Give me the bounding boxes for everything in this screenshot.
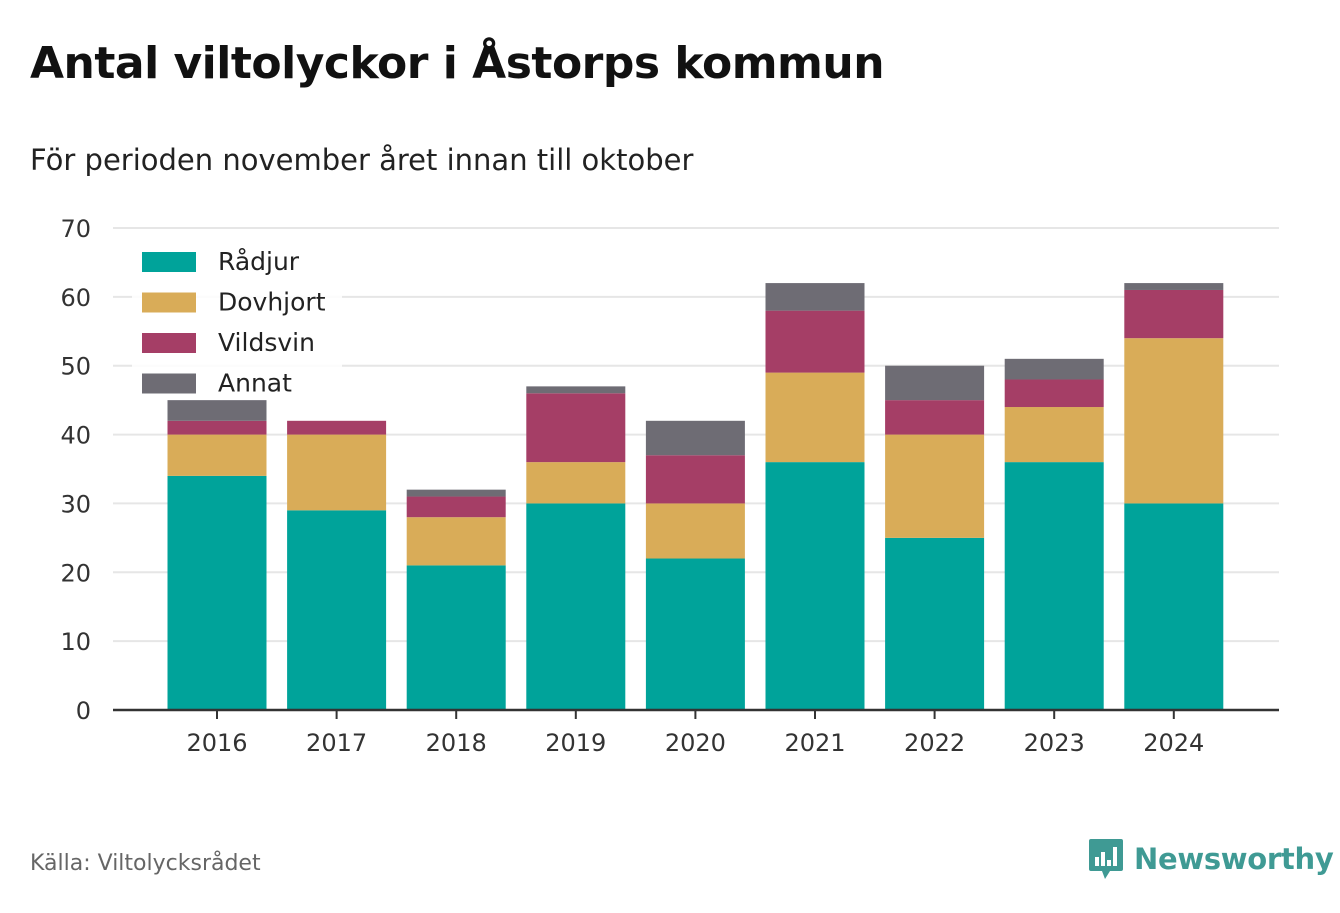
- bar-segment-dovhjort-2018: [406, 517, 506, 566]
- bar-segment-annat-2016: [167, 400, 267, 421]
- x-tick-label: 2016: [186, 729, 247, 757]
- y-tick-label: 20: [60, 559, 91, 587]
- bar-stack-2018: [406, 489, 506, 710]
- bar-stack-2016: [167, 400, 267, 710]
- legend-swatch-vildsvin: [142, 333, 196, 353]
- bar-segment-dovhjort-2019: [526, 462, 626, 504]
- bar-segment-dovhjort-2021: [765, 372, 865, 463]
- bar-segment-rådjur-2017: [287, 510, 387, 710]
- bar-segment-annat-2023: [1004, 358, 1104, 380]
- legend-swatch-annat: [142, 373, 196, 394]
- bar-segment-vildsvin-2016: [167, 420, 267, 435]
- bar-segment-dovhjort-2020: [645, 503, 745, 559]
- bar-segment-vildsvin-2022: [885, 400, 985, 435]
- bar-segment-rådjur-2024: [1124, 503, 1224, 710]
- bar-segment-vildsvin-2019: [526, 393, 626, 463]
- bar-segment-vildsvin-2021: [765, 310, 865, 373]
- x-tick-label: 2018: [426, 729, 487, 757]
- bar-segment-vildsvin-2018: [406, 496, 506, 518]
- bar-segment-annat-2019: [526, 386, 626, 394]
- bar-segment-vildsvin-2020: [645, 455, 745, 504]
- legend-label-vildsvin: Vildsvin: [218, 328, 315, 357]
- x-tick-label: 2023: [1024, 729, 1085, 757]
- legend-label-annat: Annat: [218, 369, 292, 398]
- x-tick-label: 2017: [306, 729, 367, 757]
- y-tick-label: 70: [60, 215, 91, 243]
- x-axis-ticks: 2016 2017 2018 2019 2020 2021 2022 2023 2024: [186, 710, 1204, 757]
- x-tick-label: 2022: [904, 729, 965, 757]
- y-tick-label: 50: [60, 353, 91, 381]
- bar-segment-annat-2020: [645, 420, 745, 456]
- bar-segment-rådjur-2020: [645, 558, 745, 710]
- bar-stack-2019: [526, 386, 626, 710]
- legend-swatch-dovhjort: [142, 292, 196, 313]
- legend-label-dovhjort: Dovhjort: [218, 288, 326, 317]
- source-note: Källa: Viltolycksrådet: [30, 851, 261, 876]
- y-tick-label: 40: [60, 422, 91, 450]
- bars: [113, 283, 1279, 712]
- bar-segment-vildsvin-2023: [1004, 379, 1104, 408]
- x-tick-label: 2019: [545, 729, 606, 757]
- bar-segment-dovhjort-2017: [287, 434, 387, 511]
- brand-name: Newsworthy: [1134, 842, 1334, 876]
- chart-subtitle: För perioden november året innan till ok…: [30, 143, 694, 177]
- chart-title: Antal viltolyckor i Åstorps kommun: [30, 38, 885, 89]
- y-tick-label: 10: [60, 628, 91, 656]
- x-tick-label: 2024: [1143, 729, 1204, 757]
- bar-stack-2024: [1124, 283, 1224, 710]
- bar-segment-annat-2021: [765, 283, 865, 311]
- x-tick-label: 2021: [784, 729, 845, 757]
- bar-segment-annat-2022: [885, 365, 985, 401]
- bar-stack-2021: [765, 283, 865, 710]
- y-tick-label: 60: [60, 284, 91, 312]
- bar-segment-dovhjort-2016: [167, 434, 267, 476]
- stacked-bar-chart: 0 10 20 30 40 50 60 70 2016 2017 2018 2019 2020 2021…: [60, 215, 1279, 757]
- bar-segment-annat-2018: [406, 489, 506, 497]
- brand-logo: Newsworthy: [1088, 838, 1334, 880]
- bar-stack-2017: [287, 420, 387, 710]
- bar-segment-rådjur-2022: [885, 537, 985, 710]
- bar-segment-annat-2024: [1124, 283, 1224, 290]
- bar-segment-rådjur-2019: [526, 503, 626, 710]
- bar-segment-rådjur-2021: [765, 462, 865, 710]
- bar-segment-dovhjort-2023: [1004, 407, 1104, 463]
- y-tick-label: 0: [76, 697, 91, 725]
- y-tick-label: 30: [60, 490, 91, 518]
- bar-segment-rådjur-2018: [406, 565, 506, 710]
- y-axis-ticks: 0 10 20 30 40 50 60 70: [60, 215, 91, 725]
- bar-stack-2023: [1004, 358, 1104, 710]
- legend-swatch-rådjur: [142, 252, 196, 272]
- x-tick-label: 2020: [665, 729, 726, 757]
- bar-chart-speech-bubble-icon: [1089, 839, 1123, 879]
- bar-segment-dovhjort-2024: [1124, 338, 1224, 504]
- bar-segment-dovhjort-2022: [885, 434, 985, 538]
- bar-stack-2020: [645, 420, 745, 710]
- legend: Rådjur Dovhjort Vildsvin Annat: [132, 238, 342, 400]
- bar-segment-vildsvin-2024: [1124, 289, 1224, 339]
- legend-label-rådjur: Rådjur: [218, 247, 300, 276]
- bar-segment-rådjur-2016: [167, 475, 267, 710]
- bar-segment-rådjur-2023: [1004, 462, 1104, 710]
- bar-stack-2022: [885, 365, 985, 710]
- bar-segment-vildsvin-2017: [287, 420, 387, 435]
